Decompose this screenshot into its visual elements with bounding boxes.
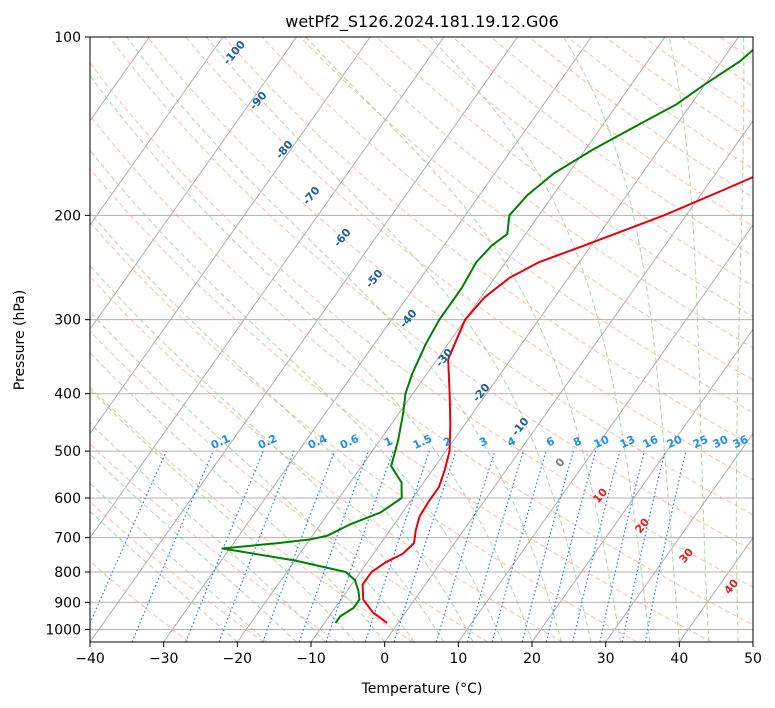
dry-adiabat — [261, 37, 753, 414]
plot-frame — [89, 36, 754, 643]
moist-adiabat — [90, 422, 327, 642]
y-tick-label: 600 — [54, 491, 81, 507]
y-tick-label: 1000 — [45, 622, 81, 638]
dry-adiabat — [90, 221, 638, 642]
axis-ticks: −40 −30 −20 −10 0 10 20 30 40 50 100 200 300 400 500 60… — [45, 30, 762, 667]
x-tick-label: −20 — [223, 651, 253, 667]
isotherm — [90, 37, 518, 642]
x-tick-label: 40 — [670, 651, 688, 667]
mixing-ratio-label: 36 — [731, 433, 751, 451]
isotherm — [384, 119, 753, 642]
isotherm — [90, 37, 445, 539]
moist-adiabat — [735, 37, 745, 642]
dry-adiabat — [90, 330, 488, 642]
y-tick-label: 200 — [54, 208, 81, 224]
y-tick-label: 100 — [54, 30, 81, 46]
mixing-ratio-line — [599, 450, 646, 642]
mixing-ratio-label: 20 — [665, 433, 685, 451]
moist-adiabat — [305, 37, 621, 642]
mixing-ratio-line — [393, 450, 457, 642]
mixing-ratio-line — [364, 450, 430, 642]
moist-adiabat — [90, 388, 356, 642]
moist-adiabat — [90, 264, 445, 642]
y-tick-label: 700 — [54, 531, 81, 547]
isotherm — [163, 37, 592, 642]
dry-adiabat — [337, 37, 753, 349]
moist-adiabat — [90, 482, 268, 642]
mixing-ratio-label: 13 — [618, 433, 637, 451]
isotherm — [90, 37, 224, 226]
mixing-ratio-label: 10 — [592, 433, 612, 451]
x-tick-label: −40 — [75, 651, 105, 667]
dry-adiabat — [90, 114, 753, 626]
mixing-ratio-label: 16 — [641, 433, 661, 451]
y-tick-label: 500 — [54, 444, 81, 460]
moist-adiabat — [429, 37, 651, 642]
x-axis-label: Temperature (°C) — [361, 681, 483, 697]
mixing-ratio-label: 30 — [711, 433, 731, 451]
x-tick-label: 0 — [380, 651, 389, 667]
x-tick-label: −30 — [149, 651, 179, 667]
mixing-ratio-line — [545, 450, 597, 642]
x-tick-label: 50 — [744, 651, 762, 667]
dry-adiabat — [90, 62, 753, 588]
mixing-ratio-line — [262, 450, 336, 642]
mixing-ratio-line — [90, 450, 167, 625]
x-tick-label: 10 — [449, 651, 467, 667]
mixing-ratio-line — [435, 450, 496, 642]
y-tick-label: 900 — [54, 595, 81, 611]
mixing-ratio-line — [572, 450, 621, 642]
y-tick-label: 800 — [54, 565, 81, 581]
dry-adiabat — [185, 37, 753, 481]
dry-adiabat — [299, 37, 753, 381]
y-tick-label: 400 — [54, 387, 81, 403]
moist-adiabat — [90, 149, 503, 642]
moist-adiabat — [205, 37, 592, 642]
x-tick-label: −10 — [296, 651, 326, 667]
isotherm — [90, 37, 297, 331]
moist-adiabat — [90, 311, 415, 642]
isotherm — [678, 536, 753, 642]
profile-lines — [221, 48, 753, 624]
mixing-ratio-line — [466, 450, 524, 642]
mixing-ratio-line — [218, 450, 295, 642]
mixing-ratio-label: 25 — [691, 433, 710, 451]
y-tick-label: 300 — [54, 313, 81, 329]
dry-adiabat — [90, 167, 712, 642]
isotherm — [90, 37, 371, 435]
chart-title: wetPf2_S126.2024.181.19.12.G06 — [285, 12, 559, 32]
isotherm — [310, 37, 739, 642]
dry-adiabat — [90, 560, 190, 642]
moist-adiabat — [563, 37, 680, 642]
x-tick-label: 30 — [597, 651, 615, 667]
mixing-ratio-line — [325, 450, 394, 642]
dry-adiabat — [414, 37, 753, 287]
dewpoint-line — [221, 48, 753, 624]
background-lines — [90, 37, 753, 642]
moist-adiabat — [668, 37, 710, 642]
isotherm — [236, 37, 666, 642]
x-tick-label: 20 — [523, 651, 541, 667]
isotherm — [605, 432, 753, 642]
mixing-ratio-line — [521, 450, 575, 642]
mixing-ratio-line — [491, 450, 547, 642]
mixing-ratio-line — [185, 450, 264, 642]
dry-adiabat — [90, 386, 414, 642]
moist-adiabat — [90, 211, 474, 642]
moist-adiabat — [126, 37, 562, 642]
mixing-ratio-line — [131, 450, 214, 642]
moist-adiabat — [90, 74, 533, 642]
isotherm — [531, 328, 753, 642]
dry-adiabat — [90, 275, 563, 642]
y-axis-label: Pressure (hPa) — [12, 290, 28, 390]
temperature-line — [361, 175, 753, 624]
moist-adiabat — [90, 351, 386, 642]
mixing-ratio-line — [298, 450, 369, 642]
